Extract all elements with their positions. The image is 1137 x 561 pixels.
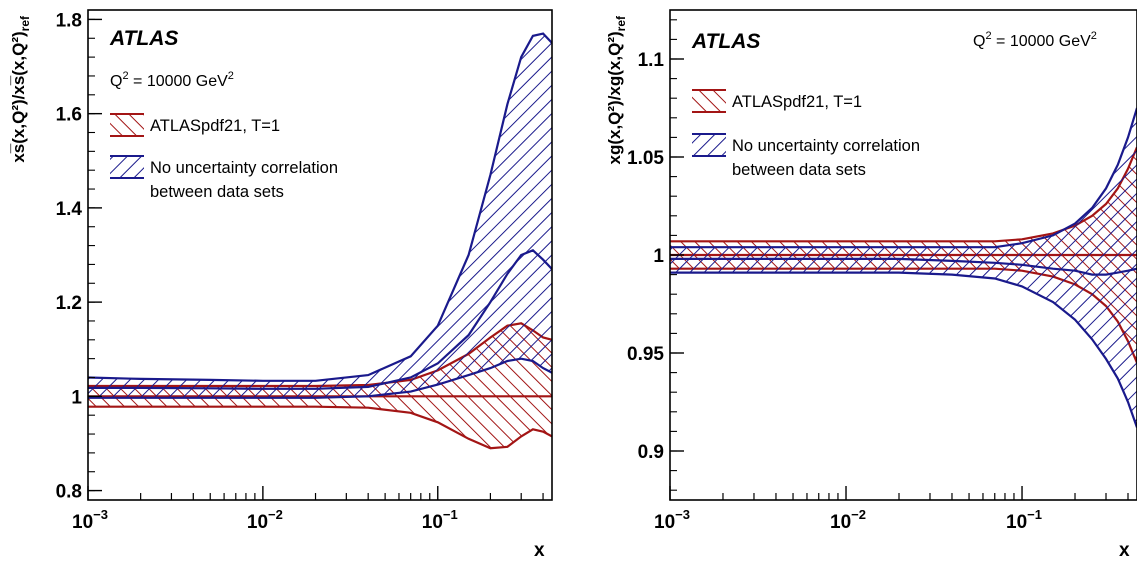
y-tick-label: 1 [71, 387, 82, 408]
x-tick-exponent: −1 [443, 507, 458, 522]
x-tick-exponent: −3 [93, 507, 108, 522]
x-tick-exponent: −1 [1027, 507, 1042, 522]
q2-annotation: Q2 = 10000 GeV2 [110, 70, 234, 90]
y-tick-label: 1.05 [627, 148, 664, 169]
plot-frame [87, 9, 553, 501]
legend-label: No uncertainty correlation [732, 137, 920, 155]
legend-label: ATLASpdf21, T=1 [150, 117, 280, 135]
plot-area [88, 32, 552, 450]
right-panel-gluon-ratio: 10−3 10−2 10−1 x 0.9 0.95 1 1.05 1.1 xg(x,Q²)/xg(… [605, 9, 1137, 561]
atlas-label: ATLAS [109, 27, 178, 50]
x-axis-label: x [534, 540, 545, 561]
series-lower-line-0 [88, 405, 552, 450]
series-central-line-1 [88, 249, 552, 390]
y-axis-label-subscript: ref [18, 15, 32, 31]
q2-unit-sup: 2 [1091, 30, 1097, 42]
y-tick-label: 0.9 [638, 442, 664, 463]
x-tick-label: 10−1 [1006, 507, 1042, 533]
legend-label: between data sets [150, 183, 284, 201]
x-tick-label: 10−3 [654, 507, 690, 533]
x-tick-exponent: −2 [268, 507, 283, 522]
x-tick-label: 10−1 [422, 507, 458, 533]
series-lower-line-1 [88, 357, 552, 399]
y-tick-label: 1.4 [56, 199, 83, 220]
q2-value: = 10000 GeV [992, 33, 1092, 50]
legend-swatch [110, 156, 144, 178]
series-lower-line-1 [670, 271, 1137, 428]
legend-label: between data sets [732, 161, 866, 179]
series-upper-line-1 [88, 32, 552, 382]
y-axis-label: xg(x,Q²)/xg(x,Q²)ref [605, 15, 628, 165]
x-tick-label: 10−3 [72, 507, 108, 533]
y-axis-label: xs̅(x,Q²)/xs̅(x,Q²)ref [9, 15, 32, 163]
q2-sup: 2 [985, 30, 991, 42]
series-central-line-1 [670, 257, 1137, 276]
plot-area [670, 107, 1137, 428]
x-tick-label: 10−2 [830, 507, 866, 533]
y-tick-label: 1 [653, 246, 664, 267]
legend-label: ATLASpdf21, T=1 [732, 93, 862, 111]
legend-label: No uncertainty correlation [150, 159, 338, 177]
series-upper-line-1 [670, 107, 1137, 249]
y-tick-label: 1.6 [56, 105, 82, 126]
y-tick-label: 1.8 [56, 10, 82, 31]
legend-swatch [692, 134, 726, 156]
x-tick-exponent: −2 [851, 507, 866, 522]
q2-sup: 2 [122, 70, 128, 82]
y-tick-label: 0.8 [56, 482, 82, 503]
legend-swatch [110, 114, 144, 136]
q2-value: = 10000 GeV [129, 73, 229, 90]
q2-annotation: Q2 = 10000 GeV2 [973, 30, 1097, 50]
x-tick-label: 10−2 [247, 507, 283, 533]
q2-unit-sup: 2 [228, 70, 234, 82]
series-band-1 [670, 108, 1137, 428]
series-band-0 [88, 323, 552, 449]
legend-swatch [692, 90, 726, 112]
y-tick-label: 0.95 [627, 344, 664, 365]
y-axis-label-subscript: ref [614, 15, 628, 31]
atlas-label: ATLAS [691, 30, 760, 53]
y-tick-label: 1.1 [638, 50, 665, 71]
x-axis-label: x [1119, 540, 1130, 561]
x-tick-exponent: −3 [675, 507, 690, 522]
left-panel-strange-ratio: 10−3 10−2 10−1 x 0.8 1 1.2 1.4 1.6 1.8 xs̅(x,Q²)/x… [9, 9, 553, 561]
y-tick-label: 1.2 [56, 293, 82, 314]
